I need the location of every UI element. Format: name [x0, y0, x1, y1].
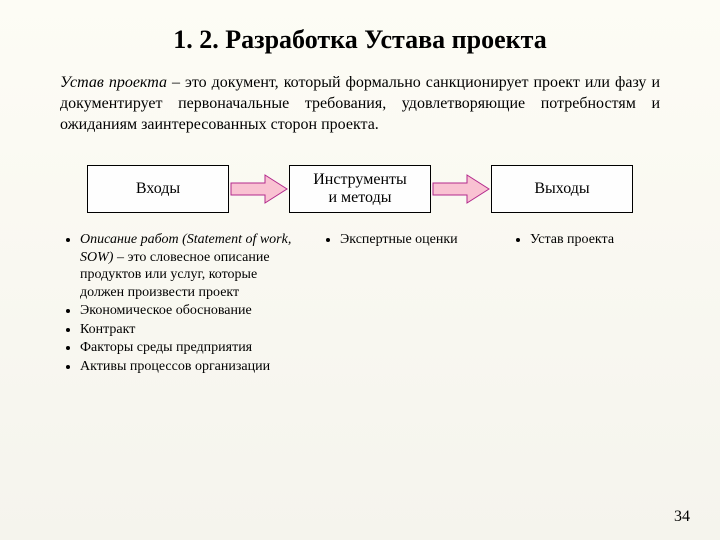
process-diagram: Входы Инструментыи методы Выходы — [60, 165, 660, 213]
list-item: Активы процессов организации — [80, 358, 300, 376]
inputs-list: Описание работ (Statement of work, SOW) … — [60, 231, 300, 375]
list-item: Описание работ (Statement of work, SOW) … — [80, 231, 300, 301]
methods-box: Инструментыи методы — [289, 165, 431, 213]
list-item: Факторы среды предприятия — [80, 339, 300, 357]
outputs-column: Устав проекта — [510, 231, 660, 376]
slide-title: 1. 2. Разработка Устава проекта — [60, 25, 660, 55]
list-item: Устав проекта — [530, 231, 660, 249]
outputs-list: Устав проекта — [510, 231, 660, 249]
list-item: Экономическое обоснование — [80, 302, 300, 320]
methods-list: Экспертные оценки — [320, 231, 490, 249]
list-item-text: Экспертные оценки — [340, 232, 458, 247]
list-item-text: Активы процессов организации — [80, 359, 270, 374]
list-item-text: Факторы среды предприятия — [80, 340, 252, 355]
definition-term: Устав проекта — [60, 74, 167, 91]
list-item: Экспертные оценки — [340, 231, 490, 249]
methods-column: Экспертные оценки — [320, 231, 490, 376]
inputs-column: Описание работ (Statement of work, SOW) … — [60, 231, 300, 376]
arrow-icon — [229, 165, 289, 213]
columns-row: Описание работ (Statement of work, SOW) … — [60, 231, 660, 376]
arrow-2 — [431, 165, 491, 213]
list-item-text: Устав проекта — [530, 232, 614, 247]
inputs-box: Входы — [87, 165, 229, 213]
list-item: Контракт — [80, 321, 300, 339]
definition-paragraph: Устав проекта – это документ, который фо… — [60, 73, 660, 135]
arrow-icon — [431, 165, 491, 213]
outputs-box: Выходы — [491, 165, 633, 213]
list-item-text: Экономическое обоснование — [80, 303, 252, 318]
page-number: 34 — [674, 508, 690, 526]
arrow-1 — [229, 165, 289, 213]
list-item-text: Контракт — [80, 322, 135, 337]
